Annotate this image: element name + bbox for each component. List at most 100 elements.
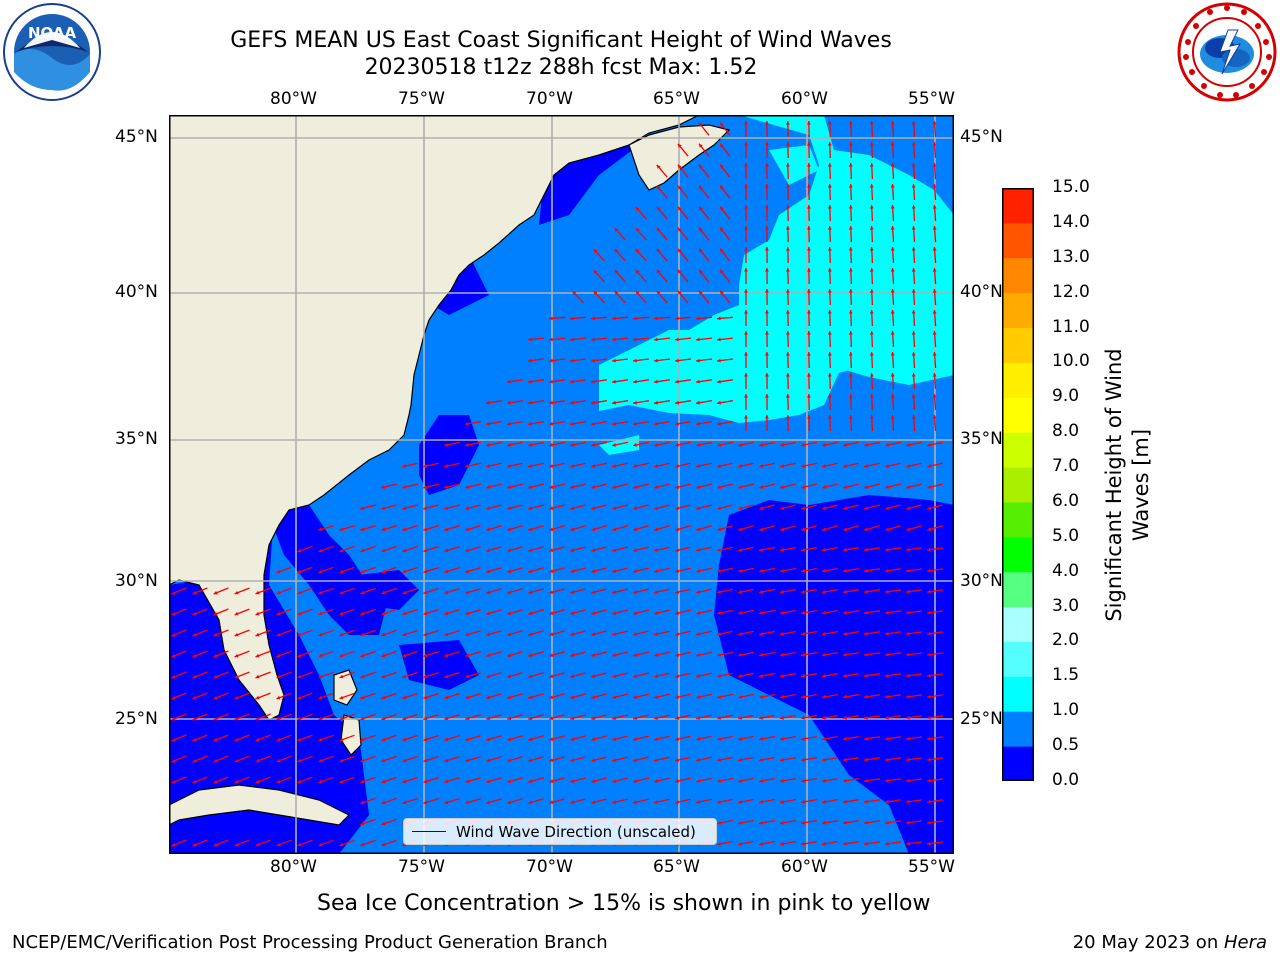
wave-direction-arrowhead <box>699 248 703 253</box>
lat-label-right-40n: 40°N <box>960 282 1003 302</box>
wave-direction-arrowhead <box>528 758 533 763</box>
wave-direction-arrowhead <box>507 379 511 384</box>
wave-direction-arrowhead <box>822 631 826 636</box>
colorbar-band <box>1002 292 1034 329</box>
colorbar-band <box>1002 606 1034 642</box>
colorbar-band <box>1002 188 1034 224</box>
wave-direction-arrowhead <box>528 548 533 553</box>
wave-direction-arrowhead <box>444 779 449 784</box>
wave-direction-arrowhead <box>807 415 811 419</box>
wave-direction-arrows <box>171 120 943 847</box>
wave-direction-arrowhead <box>381 695 386 700</box>
wave-direction-arrowhead <box>234 758 239 763</box>
wave-direction-arrowhead <box>780 757 784 762</box>
wave-direction-arrowhead <box>720 185 724 190</box>
wave-direction-arrowhead <box>765 394 769 398</box>
colorbar-tick-label: 10.0 <box>1052 351 1090 372</box>
wave-direction-arrowhead <box>654 358 658 363</box>
wave-direction-arrowhead <box>486 590 491 595</box>
wave-direction-arrowhead <box>717 716 721 720</box>
wave-direction-arrowhead <box>654 421 658 426</box>
wave-direction-arrowhead <box>486 443 490 447</box>
wave-direction-arrowhead <box>549 506 554 510</box>
wave-direction-arrowhead <box>890 163 895 167</box>
wave-direction-arrowhead <box>276 779 281 784</box>
wave-direction-arrowhead <box>213 695 218 700</box>
wave-direction-arrowhead <box>234 737 239 742</box>
wave-direction-arrowhead <box>885 736 889 741</box>
wave-direction-arrowhead <box>786 247 790 251</box>
colorbar-band <box>1002 432 1034 468</box>
wave-direction-arrowhead <box>633 506 638 510</box>
wave-direction-arrowhead <box>423 485 428 489</box>
wave-direction-arrowhead <box>654 758 659 762</box>
wave-direction-arrowhead <box>381 506 386 510</box>
wave-direction-arrowhead <box>801 527 806 532</box>
wave-direction-arrowhead <box>591 695 596 699</box>
wave-direction-arrowhead <box>339 737 344 742</box>
wave-direction-arrowhead <box>444 758 449 763</box>
wave-direction-arrowhead <box>507 758 512 763</box>
wave-direction-arrowhead <box>744 373 748 377</box>
wave-direction-arrowhead <box>675 421 679 426</box>
wave-direction-arrowhead <box>276 632 281 637</box>
wave-direction-arrowhead <box>255 653 260 658</box>
wave-direction-arrowhead <box>890 352 895 356</box>
wave-direction-arrowhead <box>507 590 512 595</box>
wave-direction-arrowhead <box>633 443 637 447</box>
wave-direction-arrowhead <box>507 737 512 742</box>
wave-direction-arrowhead <box>360 506 365 510</box>
wave-direction-arrowhead <box>591 716 596 720</box>
wave-direction-arrowhead <box>486 716 491 721</box>
wave-direction-arrowhead <box>444 527 449 532</box>
wave-direction-arrowhead <box>744 121 748 125</box>
wave-direction-arrowhead <box>381 737 386 742</box>
wave-direction-arrowhead <box>255 758 260 763</box>
wave-direction-arrowhead <box>360 758 365 763</box>
wave-direction-arrowhead <box>827 415 832 419</box>
wave-direction-arrowhead <box>572 291 577 296</box>
wave-direction-arrowhead <box>869 352 874 356</box>
wave-direction-arrowhead <box>654 737 659 741</box>
wave-direction-arrowhead <box>807 373 811 377</box>
wave-direction-arrowhead <box>696 632 700 636</box>
wave-direction-arrowhead <box>549 800 554 804</box>
wave-direction-arrowhead <box>486 485 491 489</box>
wave-direction-arrowhead <box>633 569 638 573</box>
wave-direction-arrowhead <box>570 632 575 636</box>
wave-direction-arrowhead <box>318 737 323 742</box>
wave-direction-arrowhead <box>171 591 176 595</box>
wave-direction-arrowhead <box>633 611 638 615</box>
wave-direction-arrowhead <box>932 310 937 314</box>
wave-direction-arrowhead <box>549 737 554 741</box>
wave-direction-arrowhead <box>612 485 617 489</box>
colorbar-band <box>1002 501 1034 538</box>
wave-direction-arrowhead <box>827 184 832 188</box>
wave-direction-arrowhead <box>507 611 512 616</box>
wave-direction-arrowhead <box>738 443 742 447</box>
wave-direction-arrowhead <box>717 506 722 510</box>
wave-direction-arrowhead <box>822 443 826 447</box>
wave-direction-arrowhead <box>528 400 532 405</box>
wave-direction-arrowhead <box>318 674 323 679</box>
wave-direction-arrowhead <box>654 527 659 532</box>
wave-direction-arrowhead <box>890 373 895 377</box>
wave-direction-arrowhead <box>360 800 365 805</box>
wave-direction-arrowhead <box>612 800 617 804</box>
wave-direction-arrowhead <box>927 589 931 594</box>
chart-subtitle: 20230518 t12z 288h fcst Max: 1.52 <box>364 55 758 80</box>
wave-direction-arrowhead <box>906 820 910 825</box>
wave-direction-arrowhead <box>654 464 658 468</box>
wave-direction-arrowhead <box>549 653 554 657</box>
wave-direction-arrowhead <box>765 352 769 356</box>
lat-label-left-40n: 40°N <box>115 282 158 302</box>
wave-direction-arrowhead <box>297 569 302 574</box>
wave-direction-arrowhead <box>593 270 598 274</box>
wave-direction-arrowhead <box>633 695 638 699</box>
wave-direction-arrowhead <box>528 779 533 784</box>
wave-direction-arrowhead <box>780 610 784 615</box>
wave-direction-arrowhead <box>827 394 832 398</box>
wave-direction-arrowhead <box>738 695 742 699</box>
wave-direction-arrowhead <box>780 464 784 468</box>
colorbar-band <box>1002 397 1034 433</box>
